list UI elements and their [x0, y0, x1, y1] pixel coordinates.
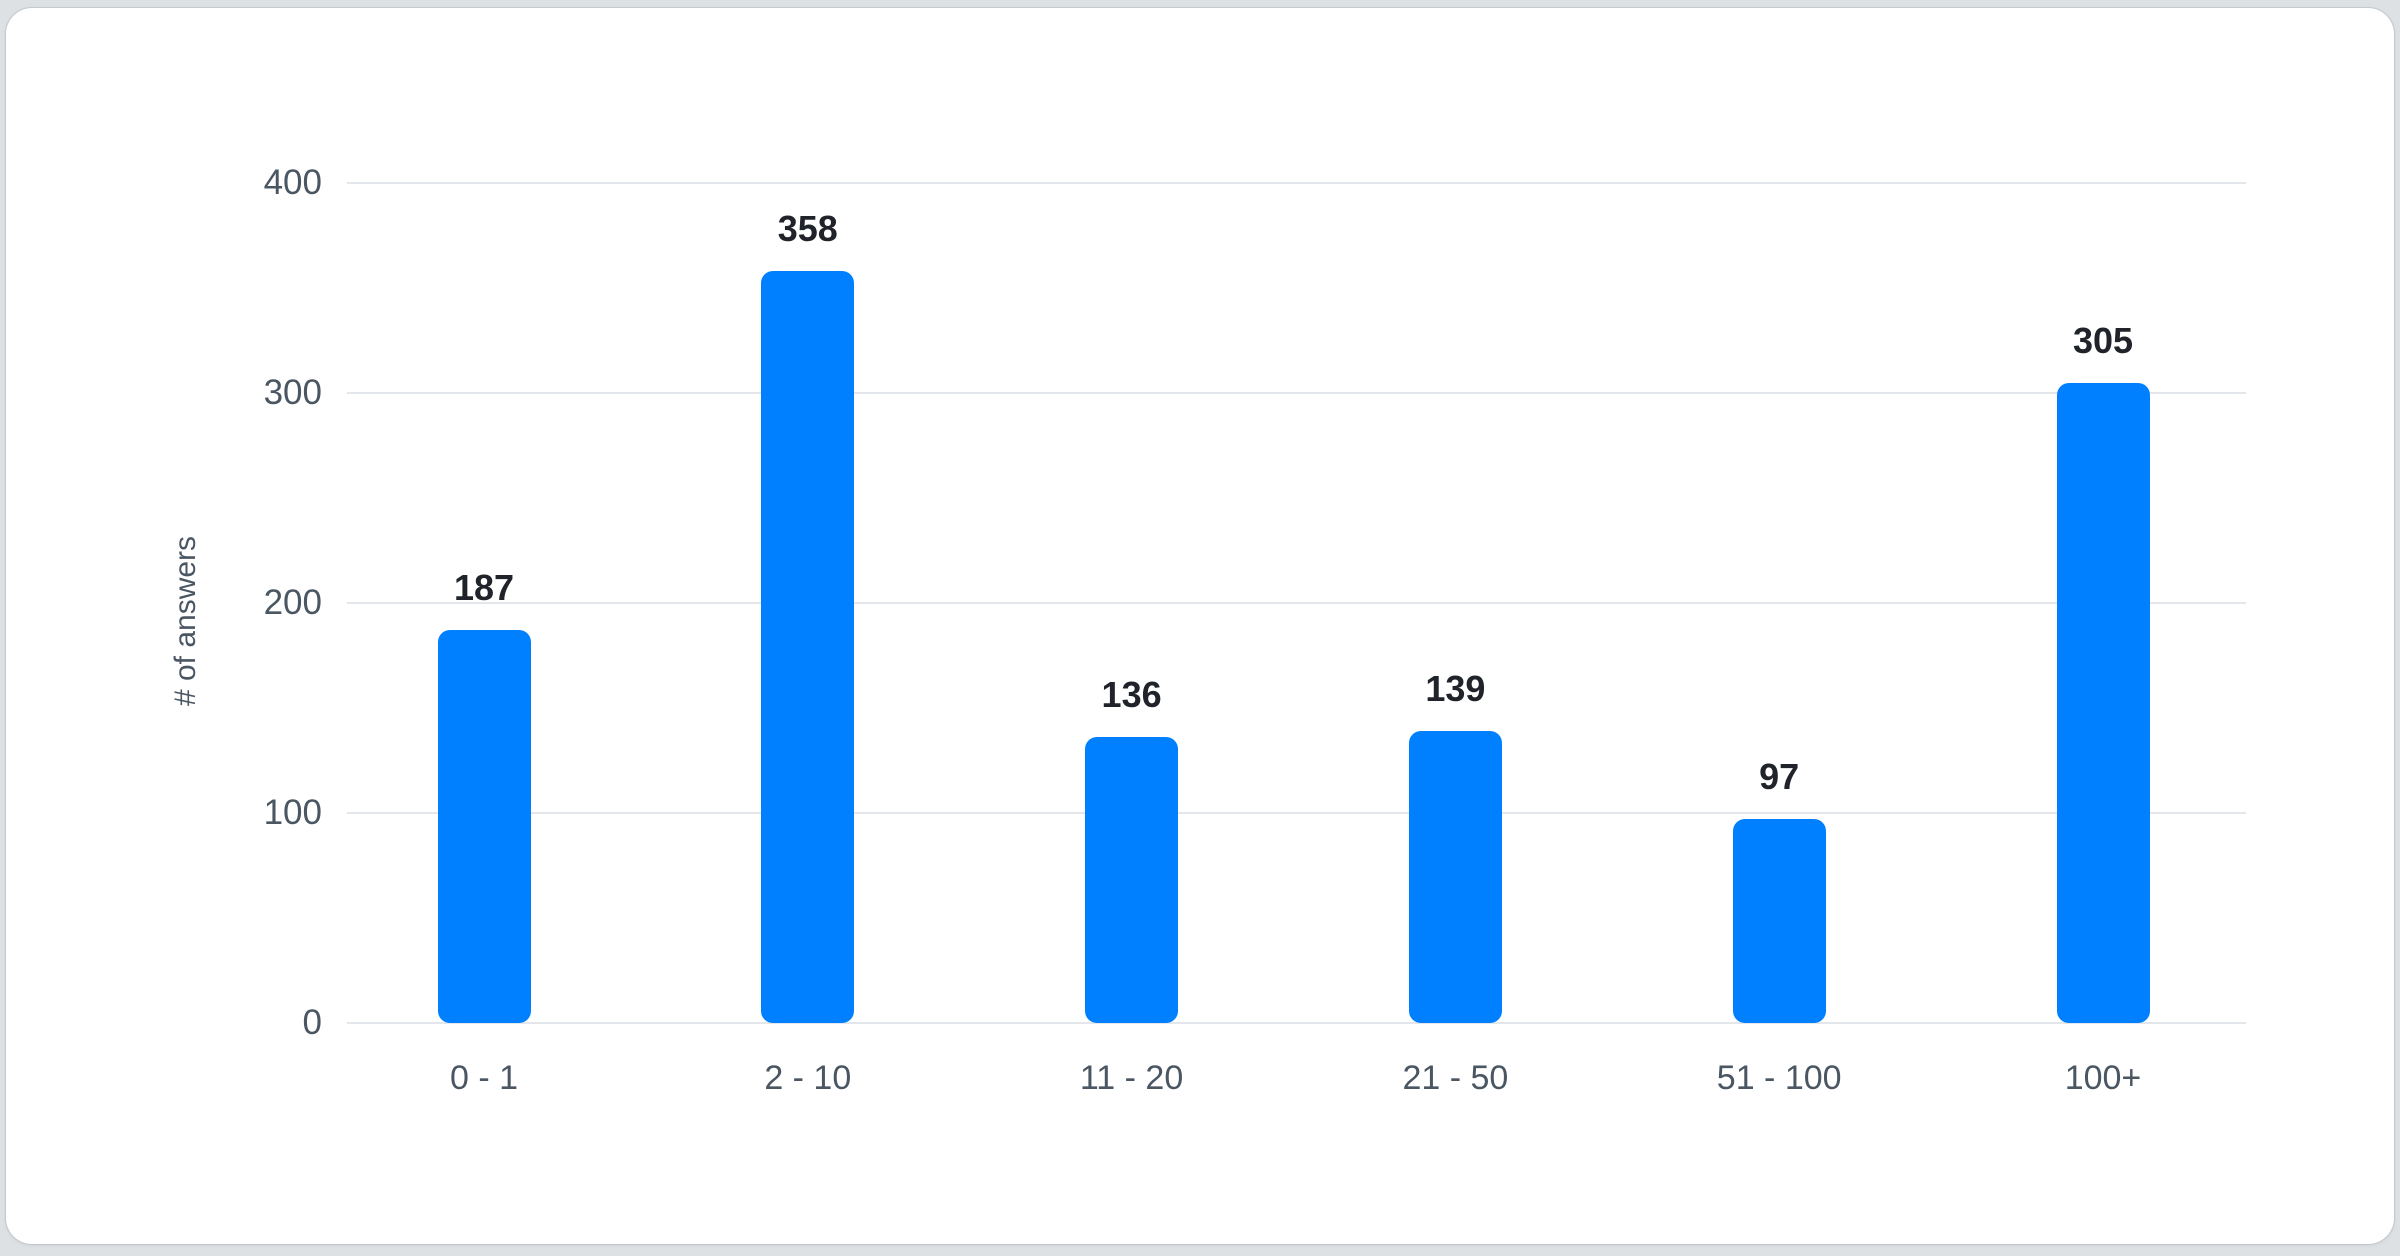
bar-value-label: 358	[777, 208, 838, 250]
y-tick-label: 0	[302, 1003, 322, 1042]
bar	[1408, 731, 1502, 1023]
bar	[2056, 382, 2150, 1023]
x-tick-label: 51 - 100	[1716, 1059, 1842, 1097]
bar-value-label: 187	[453, 567, 515, 609]
x-tick-label: 2 - 10	[764, 1059, 852, 1097]
plot-area: # of answers 0 100 200 300 400 187 0 - 1 358 2 -…	[6, 8, 2394, 1244]
x-tick-label: 100+	[2064, 1059, 2142, 1097]
bar-value-label: 97	[1759, 756, 1800, 798]
x-tick-label: 11 - 20	[1079, 1059, 1184, 1097]
chart-card: # of answers 0 100 200 300 400 187 0 - 1 358 2 -…	[6, 8, 2394, 1244]
y-tick-label: 200	[263, 583, 322, 622]
y-tick-label: 100	[263, 793, 322, 832]
x-tick-label: 0 - 1	[449, 1059, 519, 1097]
bar	[1085, 737, 1179, 1023]
y-tick-label: 400	[263, 163, 322, 202]
y-tick-label: 300	[263, 373, 322, 412]
gridline	[347, 392, 2246, 394]
bar	[761, 271, 855, 1023]
x-tick-label: 21 - 50	[1402, 1059, 1509, 1097]
bar	[1732, 819, 1826, 1023]
bar	[437, 630, 531, 1023]
bar-value-label: 139	[1425, 668, 1486, 710]
bar-value-label: 305	[2072, 319, 2134, 361]
gridline	[347, 1022, 2246, 1024]
gridline	[347, 812, 2246, 814]
gridline	[347, 602, 2246, 604]
gridline	[347, 182, 2246, 184]
bar-value-label: 136	[1101, 674, 1162, 716]
